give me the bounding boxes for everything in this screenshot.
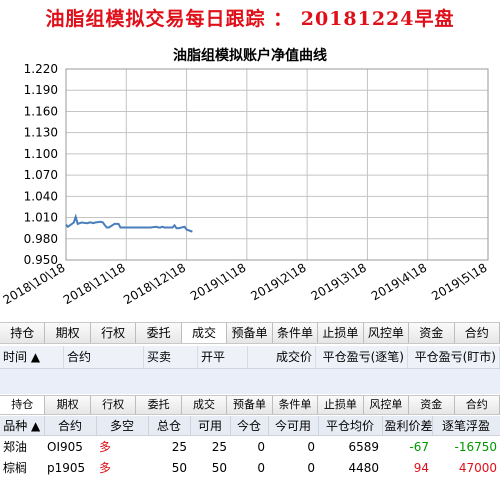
position-cell-name: 郑油 <box>0 436 44 458</box>
position-row[interactable]: 棕榈 p1905 多 50 50 0 0 4480 94 47000 <box>0 457 500 478</box>
y-tick-label: 1.130 <box>24 126 58 140</box>
plot-area <box>66 69 488 260</box>
position-cell-name: 棕榈 <box>0 457 44 478</box>
position-cell-today_avail: 0 <box>268 457 318 478</box>
tab-top-4[interactable]: 成交 <box>182 323 227 343</box>
trade-col-header[interactable]: 合约 <box>64 346 144 368</box>
trade-col-header[interactable]: 成交价 <box>248 346 316 368</box>
tab-bottom-9[interactable]: 资金 <box>409 396 454 414</box>
y-tick-label: 1.160 <box>24 104 58 118</box>
position-cell-side: 多 <box>96 436 148 458</box>
x-tick-label: 2018\11\18 <box>61 260 128 307</box>
positions-col-header[interactable]: 逐笔浮盈 <box>432 416 500 436</box>
position-cell-side: 多 <box>96 457 148 478</box>
position-cell-avail: 25 <box>190 436 230 458</box>
tab-top-6[interactable]: 条件单 <box>273 323 318 343</box>
x-tick-label: 2018\12\18 <box>121 260 188 307</box>
y-tick-label: 0.980 <box>24 232 58 246</box>
positions-col-header[interactable]: 多空 <box>96 416 148 436</box>
tab-bottom-10[interactable]: 合约 <box>455 396 500 414</box>
trade-col-header[interactable]: 买卖 <box>144 346 198 368</box>
positions-col-header[interactable]: 盈利价差 <box>382 416 432 436</box>
tab-bottom-3[interactable]: 委托 <box>136 396 181 414</box>
position-cell-code: p1905 <box>44 457 96 478</box>
y-tick-label: 1.010 <box>24 211 58 225</box>
tab-top-8[interactable]: 风控单 <box>364 323 409 343</box>
tab-top-10[interactable]: 合约 <box>455 323 500 343</box>
tab-bottom-4[interactable]: 成交 <box>182 396 227 414</box>
position-cell-total: 25 <box>148 436 190 458</box>
positions-table: 品种 ▲ 合约 多空 总仓 可用 今仓 今可用 平仓均价 盈利价差 逐笔浮盈 郑油 OI905 多 25… <box>0 416 500 478</box>
tab-bottom-5[interactable]: 预备单 <box>227 396 272 414</box>
tab-top-5[interactable]: 预备单 <box>227 323 272 343</box>
positions-col-header[interactable]: 品种 ▲ <box>0 416 44 436</box>
tab-bottom-1[interactable]: 期权 <box>45 396 90 414</box>
chart-title: 油脂组模拟账户净值曲线 <box>173 47 327 64</box>
x-tick-label: 2018\10\18 <box>1 260 68 307</box>
position-row[interactable]: 郑油 OI905 多 25 25 0 0 6589 -67 -16750 <box>0 436 500 458</box>
y-tick-label: 1.040 <box>24 189 58 203</box>
nav-series-line <box>66 217 192 232</box>
y-tick-label: 1.070 <box>24 168 58 182</box>
position-cell-diff: 94 <box>382 457 432 478</box>
tab-bottom-8[interactable]: 风控单 <box>364 396 409 414</box>
position-cell-today: 0 <box>230 457 268 478</box>
tab-top-0[interactable]: 持仓 <box>0 323 45 343</box>
tab-bottom-2[interactable]: 行权 <box>91 396 136 414</box>
position-cell-avail: 50 <box>190 457 230 478</box>
tab-top-7[interactable]: 止损单 <box>318 323 363 343</box>
tab-bottom-7[interactable]: 止损单 <box>318 396 363 414</box>
trade-table-empty-area <box>0 369 500 394</box>
position-cell-diff: -67 <box>382 436 432 458</box>
top-tab-bar: 持仓 期权 行权 委托 成交 预备单 条件单 止损单 风控单 资金 合约 <box>0 322 500 344</box>
positions-col-header[interactable]: 合约 <box>44 416 96 436</box>
trade-col-header[interactable]: 平仓盈亏(逐笔) <box>316 346 408 368</box>
x-tick-label: 2019\2\18 <box>248 260 308 303</box>
trade-col-header[interactable]: 平仓盈亏(盯市) <box>408 346 500 368</box>
headline: 油脂组模拟交易每日跟踪 ： 20181224早盘 <box>0 4 500 31</box>
tab-bottom-0[interactable]: 持仓 <box>0 396 45 414</box>
tab-top-3[interactable]: 委托 <box>136 323 181 343</box>
positions-col-header[interactable]: 平仓均价 <box>318 416 382 436</box>
y-tick-label: 1.220 <box>24 62 58 76</box>
trade-col-header[interactable]: 时间 ▲ <box>0 346 64 368</box>
tab-top-1[interactable]: 期权 <box>45 323 90 343</box>
x-tick-label: 2019\5\18 <box>429 260 489 303</box>
tab-bottom-6[interactable]: 条件单 <box>273 396 318 414</box>
x-tick-label: 2019\4\18 <box>369 260 429 303</box>
positions-col-header[interactable]: 今仓 <box>230 416 268 436</box>
positions-col-header[interactable]: 总仓 <box>148 416 190 436</box>
position-cell-total: 50 <box>148 457 190 478</box>
y-tick-label: 1.190 <box>24 83 58 97</box>
x-tick-label: 2019\3\18 <box>309 260 369 303</box>
x-tick-label: 2019\1\18 <box>188 260 248 303</box>
position-cell-code: OI905 <box>44 436 96 458</box>
positions-col-header[interactable]: 可用 <box>190 416 230 436</box>
position-cell-today_avail: 0 <box>268 436 318 458</box>
position-cell-pnl: 47000 <box>432 457 500 478</box>
position-cell-pnl: -16750 <box>432 436 500 458</box>
positions-col-header[interactable]: 今可用 <box>268 416 318 436</box>
position-cell-today: 0 <box>230 436 268 458</box>
position-cell-avg: 4480 <box>318 457 382 478</box>
tab-top-2[interactable]: 行权 <box>91 323 136 343</box>
trade-table-header: 时间 ▲ 合约 买卖 开平 成交价 平仓盈亏(逐笔) 平仓盈亏(盯市) <box>0 346 500 369</box>
position-cell-avg: 6589 <box>318 436 382 458</box>
bottom-tab-bar: 持仓 期权 行权 委托 成交 预备单 条件单 止损单 风控单 资金 合约 <box>0 395 500 415</box>
nav-line-chart: 油脂组模拟账户净值曲线 0.9500.9801.0101.0401.0701.1… <box>0 38 500 320</box>
tab-top-9[interactable]: 资金 <box>409 323 454 343</box>
y-tick-label: 1.100 <box>24 147 58 161</box>
trade-col-header[interactable]: 开平 <box>198 346 248 368</box>
